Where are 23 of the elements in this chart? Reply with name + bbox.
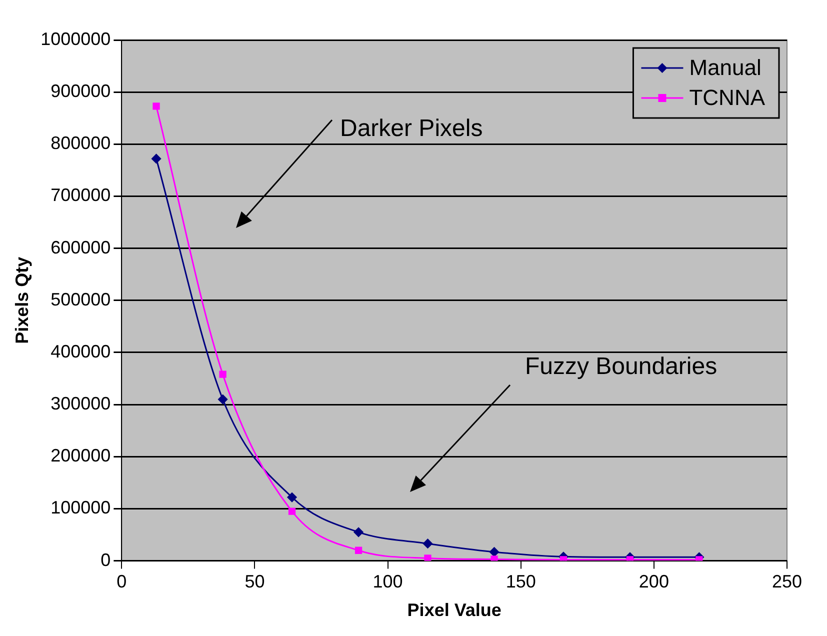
y-tick-label: 200000: [50, 446, 111, 466]
legend-label: TCNNA: [689, 85, 766, 110]
legend-label: Manual: [689, 55, 762, 80]
y-axis-title: Pixels Qty: [12, 256, 32, 344]
annotation: Darker Pixels: [340, 115, 483, 142]
y-tick-label: 0: [100, 550, 111, 570]
x-tick-label: 200: [638, 572, 669, 592]
y-tick-label: 100000: [50, 498, 111, 518]
y-tick-label: 300000: [50, 394, 111, 414]
x-tick-label: 0: [116, 572, 127, 592]
y-tick-label: 400000: [50, 341, 111, 362]
annotation: Fuzzy Boundaries: [525, 353, 718, 380]
y-tick-label: 1000000: [40, 28, 111, 49]
y-tick-label: 700000: [50, 185, 111, 206]
x-tick-label: 150: [506, 572, 536, 592]
y-tick-label: 500000: [50, 289, 111, 310]
y-tick-label: 600000: [50, 237, 111, 258]
x-tick-label: 250: [772, 572, 802, 592]
x-axis-title: Pixel Value: [407, 600, 502, 620]
x-tick-label: 50: [244, 572, 265, 592]
y-tick-label: 900000: [50, 81, 111, 102]
y-tick-label: 800000: [50, 133, 111, 154]
x-tick-label: 100: [372, 572, 403, 592]
